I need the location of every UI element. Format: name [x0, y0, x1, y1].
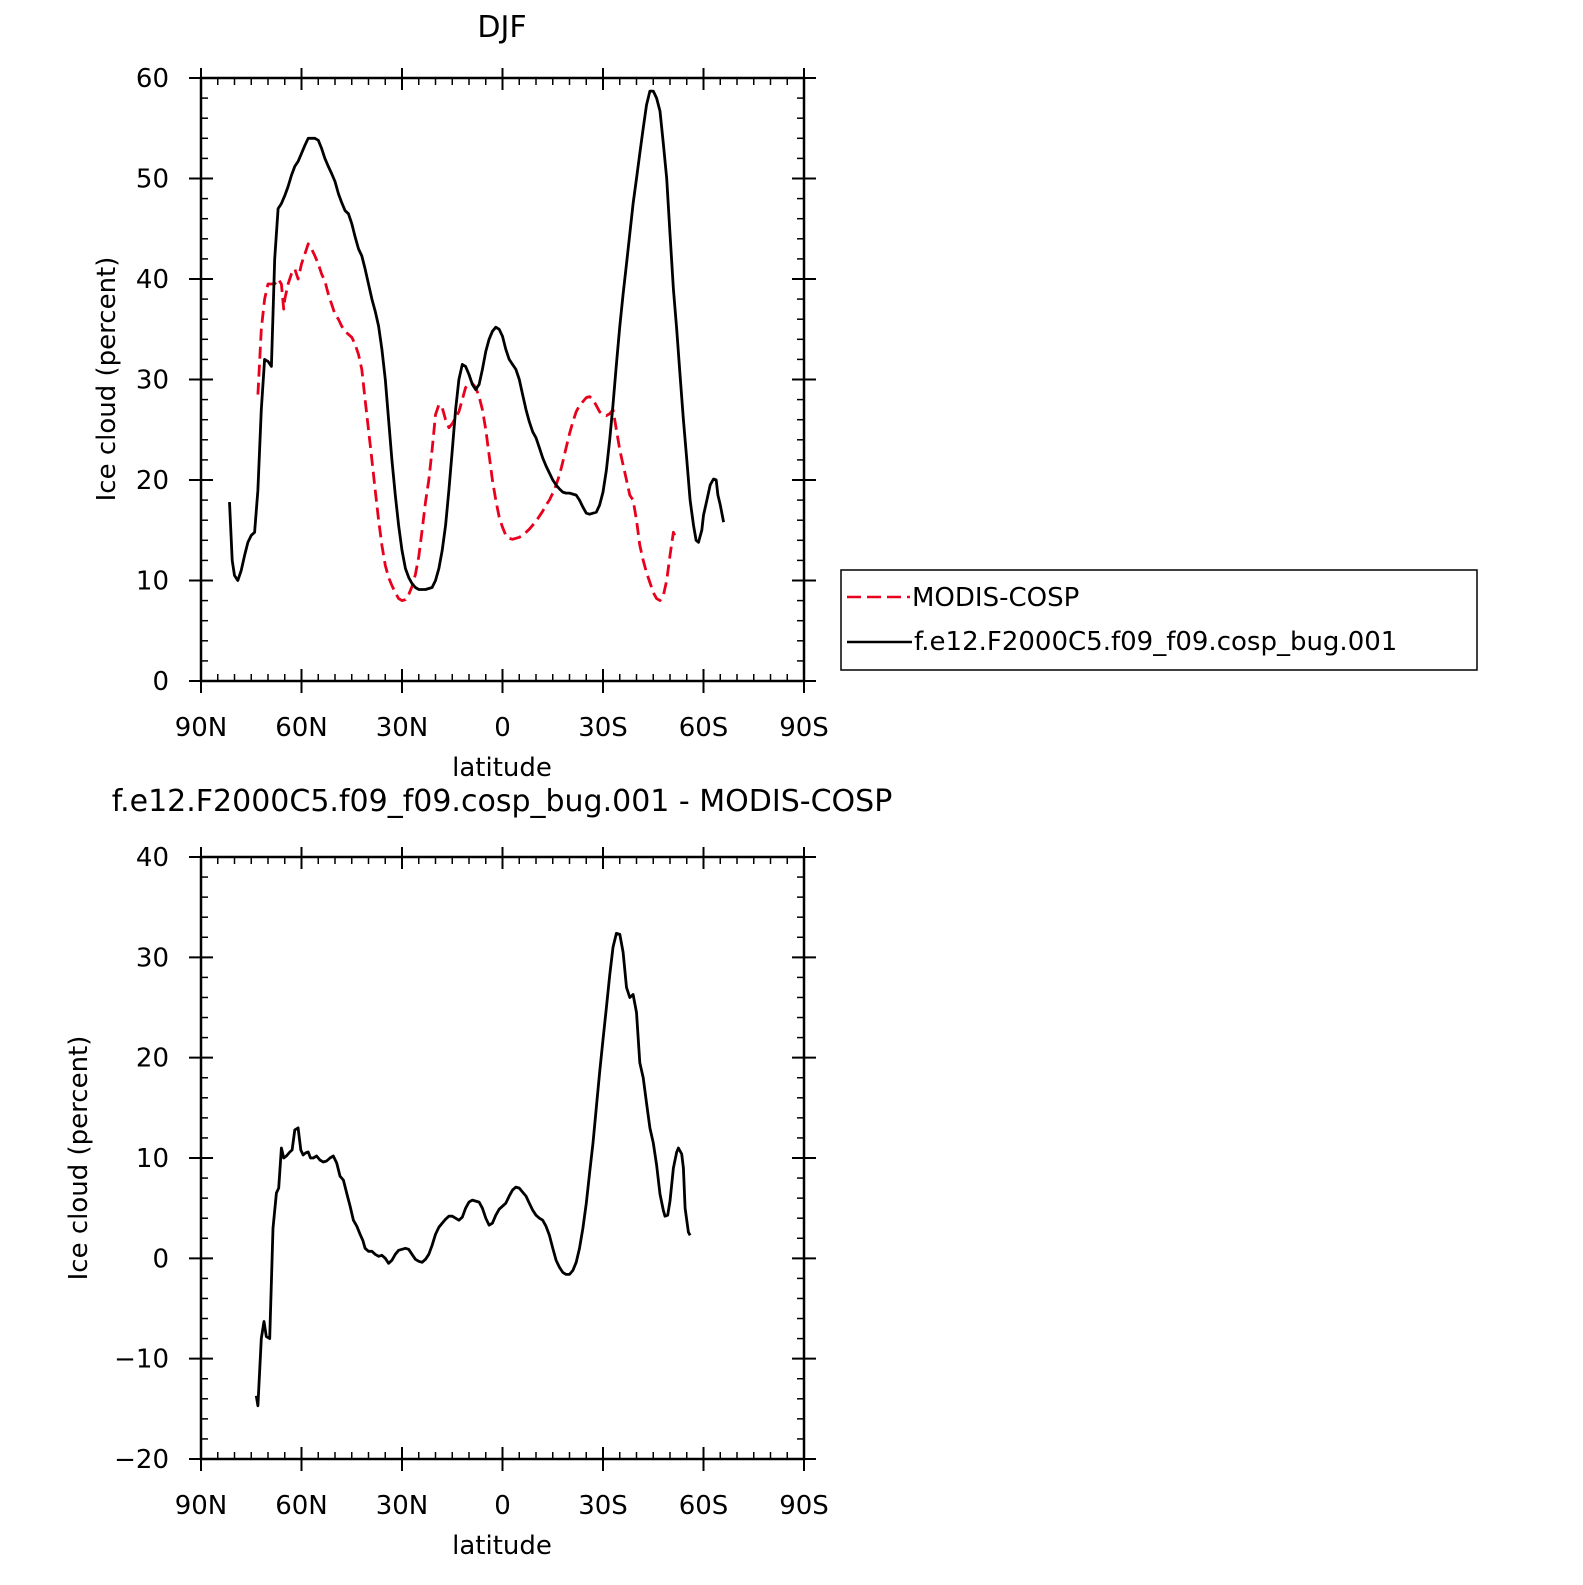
y-tick-label: 20 [136, 466, 169, 496]
legend-label-model: f.e12.F2000C5.f09_f09.cosp_bug.001 [914, 627, 1397, 657]
x-tick-label: 60N [275, 1491, 328, 1521]
top-chart-series [228, 89, 725, 602]
x-tick-label: 0 [494, 713, 511, 743]
y-tick-label: 30 [136, 366, 169, 396]
x-tick-label: 90S [779, 1491, 829, 1521]
top-panel: DJF Ice cloud (percent) latitude 90N 60N 3… [92, 10, 829, 783]
x-tick-label: 30S [578, 713, 628, 743]
y-tick-label: −10 [114, 1345, 169, 1375]
x-tick-label: 30N [376, 713, 429, 743]
x-tick-label: 0 [494, 1491, 511, 1521]
legend-box [840, 569, 1478, 671]
y-tick-label: 20 [136, 1044, 169, 1074]
x-tick-label: 30S [578, 1491, 628, 1521]
bottom-chart-series [254, 931, 692, 1408]
top-chart-ticks: 90N 60N 30N 0 30S 60S 90S 0 10 20 30 40 50 60 [136, 64, 829, 743]
x-tick-label: 60S [679, 1491, 729, 1521]
y-tick-label: 40 [136, 843, 169, 873]
y-tick-label: 0 [152, 667, 169, 697]
y-tick-label: −20 [114, 1445, 169, 1475]
x-tick-label: 90S [779, 713, 829, 743]
bottom-chart-ticks: 90N 60N 30N 0 30S 60S 90S −20 −10 0 10 20 30 40 [114, 843, 829, 1521]
bottom-chart-frame [199, 855, 806, 1461]
x-tick-label: 60S [679, 713, 729, 743]
y-tick-label: 10 [136, 1144, 169, 1174]
bottom-chart-xlabel: latitude [452, 1531, 552, 1561]
y-tick-label: 30 [136, 943, 169, 973]
y-tick-label: 40 [136, 265, 169, 295]
x-tick-label: 60N [275, 713, 328, 743]
y-tick-label: 50 [136, 165, 169, 195]
bottom-chart-ylabel: Ice cloud (percent) [64, 1036, 94, 1281]
top-chart-title: DJF [477, 10, 526, 45]
y-tick-label: 60 [136, 64, 169, 94]
legend-label-modis: MODIS-COSP [912, 583, 1079, 613]
bottom-chart-title: f.e12.F2000C5.f09_f09.cosp_bug.001 - MOD… [112, 784, 893, 819]
top-chart-frame [199, 76, 806, 683]
bottom-panel: f.e12.F2000C5.f09_f09.cosp_bug.001 - MOD… [64, 784, 892, 1561]
x-tick-label: 30N [376, 1491, 429, 1521]
y-tick-label: 0 [152, 1244, 169, 1274]
y-tick-label: 10 [136, 567, 169, 597]
top-chart-ylabel: Ice cloud (percent) [92, 257, 122, 502]
series-line-0-0 [256, 242, 678, 602]
x-tick-label: 90N [175, 713, 228, 743]
series-line-0-1 [228, 89, 725, 591]
legend: MODIS-COSP f.e12.F2000C5.f09_f09.cosp_bu… [840, 569, 1478, 671]
top-chart-xlabel: latitude [452, 753, 552, 783]
x-tick-label: 90N [175, 1491, 228, 1521]
series-line-1-0 [254, 931, 692, 1408]
